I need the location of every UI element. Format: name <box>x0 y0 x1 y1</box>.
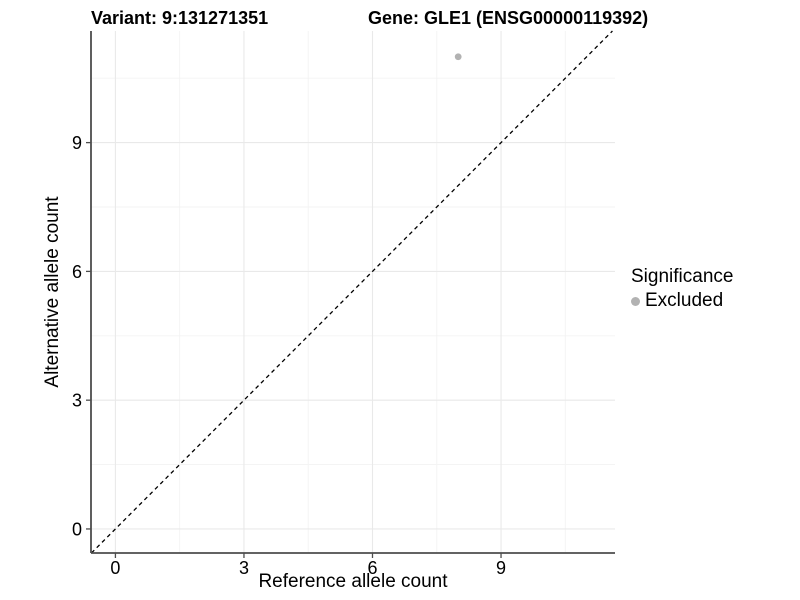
gene-title: Gene: GLE1 (ENSG00000119392) <box>368 8 649 28</box>
x-tick-label: 6 <box>367 558 377 578</box>
variant-title: Variant: 9:131271351 <box>91 8 269 28</box>
excluded-point-icon <box>631 296 640 306</box>
x-tick-label: 9 <box>496 558 506 578</box>
x-axis-title: Reference allele count <box>258 571 448 592</box>
y-tick-label: 9 <box>72 133 82 153</box>
y-axis-title: Alternative allele count <box>42 196 63 388</box>
x-tick-label: 0 <box>110 558 120 578</box>
legend-item-excluded: Excluded <box>631 290 733 312</box>
data-point <box>454 53 462 61</box>
legend: Significance Excluded <box>631 266 733 312</box>
y-tick-label: 0 <box>72 519 82 539</box>
legend-title: Significance <box>631 266 734 287</box>
identity-dashed-line <box>90 30 613 554</box>
legend-item-label: Excluded <box>645 290 724 311</box>
y-tick-label: 3 <box>72 391 82 411</box>
y-tick-label: 6 <box>72 262 82 282</box>
x-tick-label: 3 <box>239 558 249 578</box>
